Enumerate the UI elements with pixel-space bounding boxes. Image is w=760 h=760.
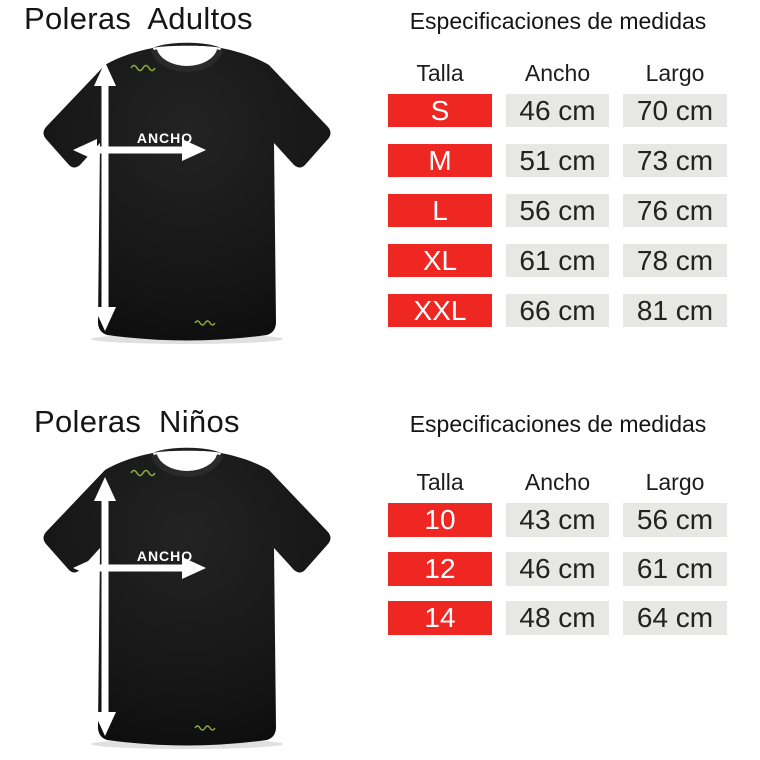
- size-cell: 12: [388, 552, 492, 586]
- size-cell: S: [388, 94, 492, 127]
- kids-tshirt-diagram: ANCHO LARGO: [43, 447, 331, 749]
- table-row: 10 43 cm 56 cm: [388, 503, 727, 537]
- adults-section-title: Poleras Adultos: [24, 1, 253, 36]
- kids-spec-title: Especificaciones de medidas: [409, 411, 707, 437]
- column-header-ancho: Ancho: [524, 60, 591, 86]
- adults-spec-title: Especificaciones de medidas: [409, 8, 707, 34]
- ancho-cell: 51 cm: [506, 144, 609, 177]
- column-header-talla: Talla: [416, 469, 464, 495]
- largo-cell: 64 cm: [623, 601, 727, 635]
- length-arrow: [94, 62, 116, 331]
- size-cell: 14: [388, 601, 492, 635]
- ancho-cell: 48 cm: [506, 601, 609, 635]
- largo-cell: 81 cm: [623, 294, 727, 327]
- ancho-cell: 43 cm: [506, 503, 609, 537]
- size-cell: 10: [388, 503, 492, 537]
- ancho-cell: 66 cm: [506, 294, 609, 327]
- kids-table: 10 43 cm 56 cm 12 46 cm 61 cm 14 48 cm 6…: [388, 503, 727, 635]
- largo-cell: 76 cm: [623, 194, 727, 227]
- collar-back: [153, 447, 221, 453]
- size-cell: XL: [388, 244, 492, 277]
- table-row: S 46 cm 70 cm: [388, 94, 727, 127]
- brand-logo-collar-icon: [130, 469, 156, 477]
- largo-cell: 56 cm: [623, 503, 727, 537]
- table-row: M 51 cm 73 cm: [388, 144, 727, 177]
- width-arrow: [73, 557, 206, 579]
- ancho-cell: 61 cm: [506, 244, 609, 277]
- largo-cell: 78 cm: [623, 244, 727, 277]
- column-header-ancho: Ancho: [524, 469, 591, 495]
- kids-table-header: Talla Ancho Largo: [388, 470, 727, 495]
- column-header-talla: Talla: [416, 60, 464, 86]
- table-row: XXL 66 cm 81 cm: [388, 294, 727, 327]
- brand-logo-hem-icon: [194, 320, 216, 326]
- table-row: XL 61 cm 78 cm: [388, 244, 727, 277]
- adults-table-header: Talla Ancho Largo: [388, 61, 727, 86]
- largo-cell: 73 cm: [623, 144, 727, 177]
- collar-band: [151, 48, 223, 73]
- size-cell: XXL: [388, 294, 492, 327]
- ancho-cell: 56 cm: [506, 194, 609, 227]
- size-cell: L: [388, 194, 492, 227]
- ancho-cell: 46 cm: [506, 552, 609, 586]
- table-row: 14 48 cm 64 cm: [388, 601, 727, 635]
- adult-tshirt-diagram: ANCHO LARGO: [43, 42, 331, 344]
- table-row: L 56 cm 76 cm: [388, 194, 727, 227]
- adults-table: S 46 cm 70 cm M 51 cm 73 cm L 56 cm 76 c…: [388, 94, 727, 327]
- width-arrow: [73, 139, 206, 161]
- width-label: ANCHO: [137, 548, 193, 564]
- largo-cell: 61 cm: [623, 552, 727, 586]
- kids-section-title: Poleras Niños: [34, 404, 240, 439]
- table-row: 12 46 cm 61 cm: [388, 552, 727, 586]
- length-label: LARGO: [78, 632, 94, 688]
- collar-back: [153, 42, 221, 48]
- largo-cell: 70 cm: [623, 94, 727, 127]
- column-header-largo: Largo: [645, 469, 705, 495]
- size-cell: M: [388, 144, 492, 177]
- ancho-cell: 46 cm: [506, 94, 609, 127]
- tshirt-shape: [43, 48, 331, 341]
- brand-logo-collar-icon: [130, 64, 156, 72]
- brand-logo-hem-icon: [194, 725, 216, 731]
- width-label: ANCHO: [137, 130, 193, 146]
- length-arrow: [94, 477, 116, 736]
- tshirt-shape: [43, 453, 331, 746]
- length-label: LARGO: [78, 217, 94, 273]
- column-header-largo: Largo: [645, 60, 705, 86]
- collar-band: [151, 453, 223, 478]
